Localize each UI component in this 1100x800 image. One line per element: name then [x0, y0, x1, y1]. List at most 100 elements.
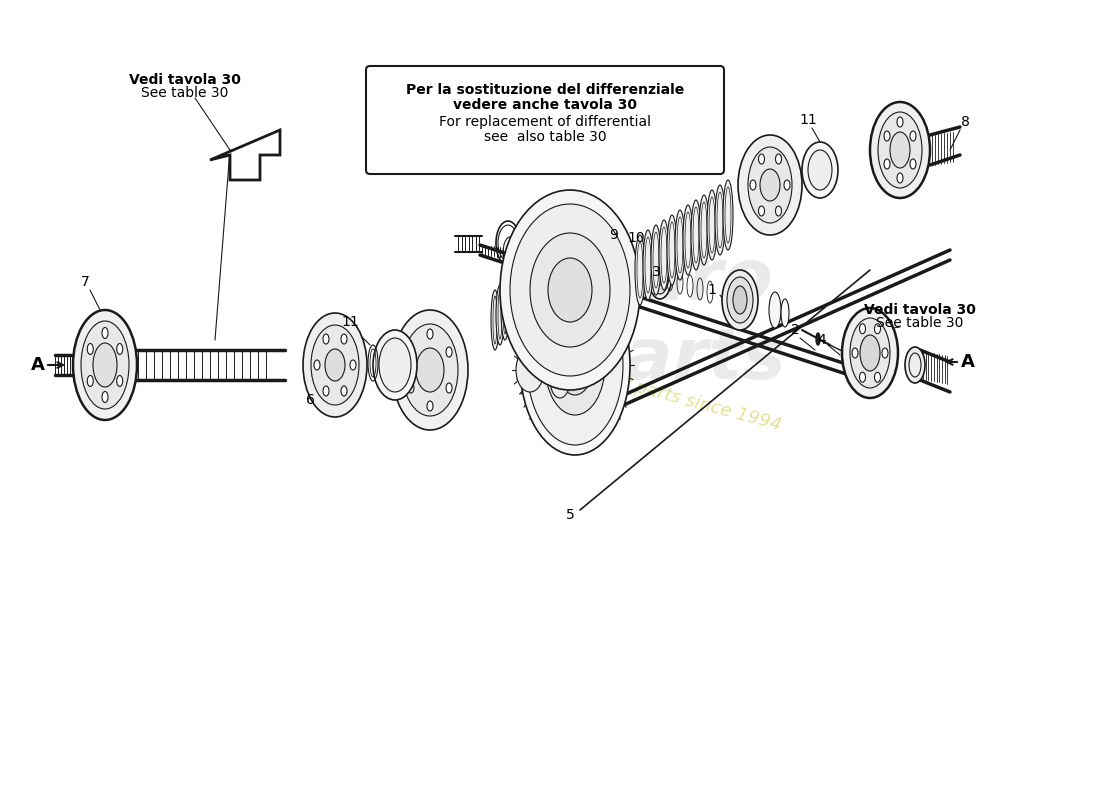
Ellipse shape — [635, 235, 645, 305]
Ellipse shape — [540, 370, 546, 380]
Ellipse shape — [852, 348, 858, 358]
Ellipse shape — [651, 225, 661, 295]
Ellipse shape — [784, 180, 790, 190]
Ellipse shape — [102, 391, 108, 402]
Text: 6: 6 — [306, 393, 315, 407]
Ellipse shape — [323, 334, 329, 344]
Ellipse shape — [324, 349, 345, 381]
Text: a passion for parts since 1994: a passion for parts since 1994 — [516, 346, 783, 434]
Ellipse shape — [667, 215, 676, 285]
Ellipse shape — [659, 220, 669, 290]
Ellipse shape — [781, 299, 789, 327]
Ellipse shape — [874, 372, 880, 382]
Text: See table 30: See table 30 — [877, 316, 964, 330]
Text: See table 30: See table 30 — [141, 86, 229, 100]
Ellipse shape — [707, 190, 717, 260]
Ellipse shape — [117, 375, 123, 386]
Text: For replacement of differential: For replacement of differential — [439, 115, 651, 129]
Ellipse shape — [759, 206, 764, 216]
Ellipse shape — [727, 277, 754, 323]
Text: A: A — [961, 353, 975, 371]
Text: 7: 7 — [80, 275, 89, 289]
Ellipse shape — [350, 360, 356, 370]
Ellipse shape — [522, 266, 527, 314]
Ellipse shape — [341, 386, 346, 396]
Ellipse shape — [878, 112, 922, 188]
Text: 10: 10 — [627, 231, 645, 245]
Ellipse shape — [520, 275, 630, 455]
Ellipse shape — [530, 233, 610, 347]
Ellipse shape — [534, 256, 537, 304]
Ellipse shape — [427, 401, 433, 411]
Text: 9: 9 — [609, 228, 618, 242]
Ellipse shape — [323, 386, 329, 396]
Ellipse shape — [512, 270, 519, 330]
Ellipse shape — [544, 315, 605, 415]
Ellipse shape — [302, 313, 367, 417]
Ellipse shape — [890, 132, 910, 168]
Ellipse shape — [910, 159, 916, 169]
Ellipse shape — [550, 362, 570, 398]
Ellipse shape — [427, 329, 433, 339]
Ellipse shape — [896, 173, 903, 183]
Ellipse shape — [698, 195, 710, 265]
Ellipse shape — [557, 335, 593, 395]
Ellipse shape — [776, 206, 781, 216]
Ellipse shape — [759, 154, 764, 164]
Text: euro
parts: euro parts — [573, 246, 786, 394]
Ellipse shape — [859, 372, 866, 382]
Ellipse shape — [314, 360, 320, 370]
Ellipse shape — [311, 325, 359, 405]
Text: 5: 5 — [566, 508, 575, 522]
Ellipse shape — [816, 333, 820, 345]
Ellipse shape — [536, 245, 544, 305]
Ellipse shape — [408, 347, 414, 357]
Text: Per la sostituzione del differenziale: Per la sostituzione del differenziale — [406, 83, 684, 97]
Ellipse shape — [341, 334, 346, 344]
Text: see  also table 30: see also table 30 — [484, 130, 606, 144]
Text: A: A — [31, 356, 45, 374]
Ellipse shape — [500, 190, 640, 390]
Ellipse shape — [447, 383, 452, 393]
Ellipse shape — [516, 265, 524, 325]
Ellipse shape — [518, 271, 522, 319]
Text: 11: 11 — [341, 315, 359, 329]
Polygon shape — [210, 130, 280, 180]
Ellipse shape — [379, 338, 411, 392]
Ellipse shape — [447, 347, 452, 357]
Text: 8: 8 — [960, 115, 969, 129]
Ellipse shape — [526, 255, 534, 315]
Ellipse shape — [87, 343, 94, 354]
Ellipse shape — [548, 258, 592, 322]
Ellipse shape — [538, 251, 542, 299]
Ellipse shape — [723, 180, 733, 250]
Ellipse shape — [496, 285, 504, 345]
Text: 11: 11 — [799, 113, 817, 127]
Ellipse shape — [808, 150, 832, 190]
Ellipse shape — [802, 142, 838, 198]
Ellipse shape — [527, 285, 623, 445]
Ellipse shape — [910, 131, 916, 141]
Ellipse shape — [408, 383, 414, 393]
Ellipse shape — [493, 296, 497, 344]
Ellipse shape — [884, 131, 890, 141]
Ellipse shape — [651, 256, 669, 294]
Ellipse shape — [870, 102, 930, 198]
Ellipse shape — [683, 205, 693, 275]
Ellipse shape — [722, 270, 758, 330]
Ellipse shape — [498, 291, 502, 339]
Ellipse shape — [516, 348, 544, 392]
Ellipse shape — [117, 343, 123, 354]
Ellipse shape — [748, 147, 792, 223]
Ellipse shape — [691, 200, 701, 270]
Ellipse shape — [874, 324, 880, 334]
FancyBboxPatch shape — [366, 66, 724, 174]
Ellipse shape — [102, 327, 108, 338]
Ellipse shape — [842, 308, 898, 398]
Ellipse shape — [760, 169, 780, 201]
Ellipse shape — [644, 230, 653, 300]
Text: 4: 4 — [817, 333, 826, 347]
Ellipse shape — [750, 180, 756, 190]
Ellipse shape — [503, 286, 507, 334]
Ellipse shape — [905, 347, 925, 383]
